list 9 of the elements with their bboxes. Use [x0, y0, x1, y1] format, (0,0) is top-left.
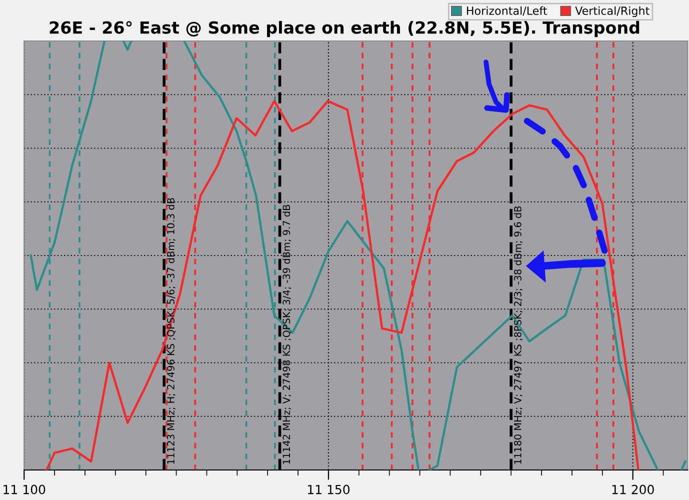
legend-label: Vertical/Right [575, 6, 650, 18]
x-tick-label: 11 100 [4, 484, 46, 494]
ref-line-label: 11180 MHz; V; 27497 KS ;8PSK; 2/3; -38 dBm; 9.6 dB [514, 206, 522, 464]
x-tick-label: 11 200 [612, 484, 654, 494]
ref-line-label: 11142 MHz; V; 27498 KS ;QPSK; 3/4; -39 dBm; 9.7 dB [282, 204, 292, 464]
x-tick-label: 11 150 [308, 484, 350, 494]
chart-title: 26E - 26° East @ Some place on earth (22.8N, 5.5E). Transpond [50, 20, 640, 38]
legend-label: Horizontal/Left [467, 6, 548, 16]
ref-line-label: 11123 MHz; H; 27496 KS ;QPSK; 5/6; -37 dBm; 10.3 dB [166, 198, 176, 464]
